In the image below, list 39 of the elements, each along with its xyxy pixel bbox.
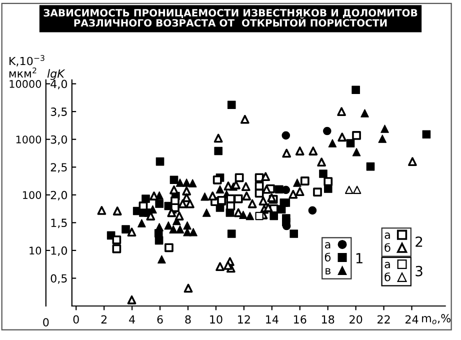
x-tick-label: 10: [210, 315, 222, 324]
x-tick-label: 18: [322, 315, 334, 324]
x-tick-label: 14: [266, 315, 278, 324]
y2-tick-label: 10000: [10, 80, 42, 88]
y-tick-label: 1,5: [51, 218, 67, 228]
y-tick-label: 3,5: [50, 108, 67, 118]
x-tick-label: 4: [129, 315, 135, 324]
y-tick-label: 1,0: [51, 246, 68, 256]
y2-tick-label: 100: [23, 191, 42, 199]
legend-label: б: [384, 272, 390, 282]
x-tick-label: 16: [294, 315, 306, 324]
chart-title: ЗАВИСИМОСТЬ ПРОНИЦАЕМОСТИ ИЗВЕСТНЯКОВ И ДОЛОМИТОВ РАЗЛИЧНОГО ВОЗРАСТА ОТ ОТКРЫТОЙ ПОРИСТОСТИ: [44, 9, 418, 27]
y-tick-label: 4,0: [50, 80, 68, 90]
y-tick-label: 2,0: [50, 190, 68, 200]
x-tick-label: 22: [378, 315, 390, 324]
legend-label: а: [384, 262, 390, 268]
x-tick-label: 0: [73, 315, 79, 324]
y2-tick-label: 1000: [16, 136, 42, 144]
y-tick-label: 3,0: [50, 135, 68, 145]
x-tick-label: 8: [185, 315, 191, 324]
y-tick-label: 2,5: [50, 163, 67, 173]
legend-label: а: [325, 242, 330, 249]
x-tick-label: 2: [101, 315, 107, 324]
y-tick-label: 0,5: [50, 274, 67, 284]
y2-tick-label: 10: [30, 246, 42, 255]
annotation: 1: [356, 253, 362, 264]
x-tick-label: 24: [406, 315, 418, 324]
annotation: 3: [416, 266, 422, 276]
legend-label: б: [384, 243, 390, 252]
x-axis-title: m$_{o}$,%: [422, 314, 451, 324]
legend-label: в: [326, 268, 331, 274]
y-axis-title: lgK: [47, 69, 66, 80]
legend-label: б: [324, 252, 331, 262]
text: K,10$^{−3}$ мкм$^{2}$: [9, 55, 44, 78]
x-tick-label: 20: [350, 315, 362, 324]
x-tick-label: 6: [157, 315, 163, 324]
x-tick-label: 12: [238, 315, 250, 324]
annotation: 2: [416, 236, 422, 247]
legend-label: а: [384, 232, 390, 239]
